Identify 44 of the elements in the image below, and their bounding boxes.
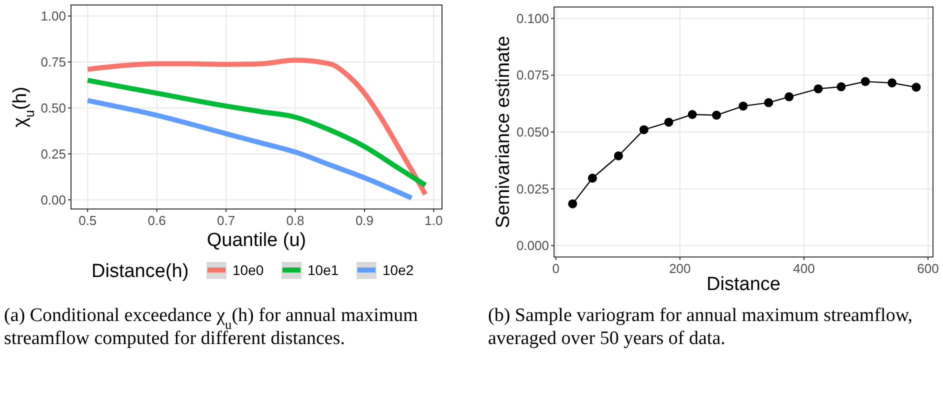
point [912,82,921,92]
point [588,174,597,183]
y-tick-label: 0.100 [516,10,549,26]
y-tick-label: 0.075 [516,68,549,83]
point [764,98,774,108]
point [888,78,897,88]
x-tick-label: 0 [552,261,560,276]
y-tick-label: 0.50 [40,100,66,116]
x-tick-label: 0.7 [217,213,236,228]
point [784,92,794,102]
y-tick-label: 0.75 [40,54,66,70]
x-tick-label: 0.8 [286,213,304,228]
x-tick-label: 0.5 [78,213,97,228]
y-tick-label: 0.00 [40,192,66,208]
point [814,84,823,94]
point [639,125,648,134]
y-tick-label: 0.050 [516,124,549,140]
y-tick-label: 1.00 [40,8,66,24]
x-tick-label: 400 [793,261,815,276]
legend-title: Distance(h) [92,261,189,282]
point [860,77,870,86]
point [568,199,578,208]
x-axis-title: Distance [706,274,780,295]
point [688,110,697,119]
legend-label: 10e0 [232,262,264,278]
x-tick-label: 0.9 [355,213,374,228]
y-tick-label: 0.000 [516,238,549,254]
point [836,82,846,92]
x-tick-label: 0.6 [148,213,166,228]
x-tick-label: 600 [917,261,939,276]
text: (b) Sample variogram for annual maximum streamflow, averaged over 50 years of data. [488,305,913,349]
legend-label: 10e1 [308,262,339,278]
y-tick-label: 0.25 [40,146,66,162]
y-axis-title: Semivariance estimate [493,36,514,228]
point [712,110,722,120]
x-axis-title: Quantile (u) [206,230,306,251]
legend-label: 10e2 [382,262,414,278]
x-tick-label: 200 [669,261,691,276]
text: (a) Conditional exceedance χ$_{u}$(h) for annual maximum streamflow computed for different distances. [4,305,418,349]
point [738,102,748,111]
point [614,151,624,160]
x-tick-label: 1.0 [424,213,443,228]
y-tick-label: 0.025 [516,181,549,196]
point [664,118,674,127]
